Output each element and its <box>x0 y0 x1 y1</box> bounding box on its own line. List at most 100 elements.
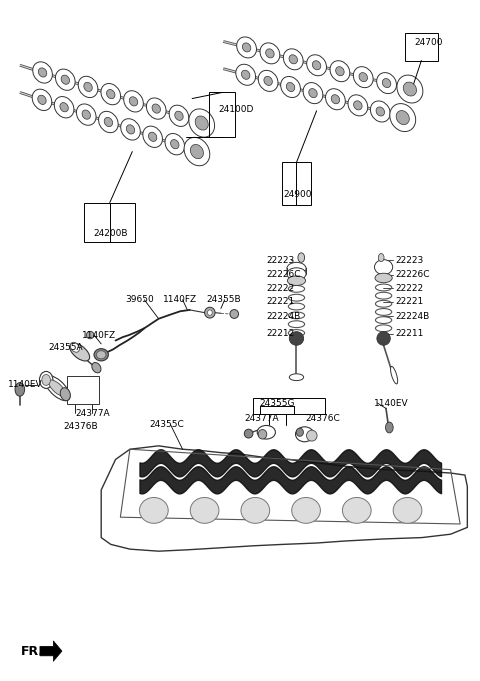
Ellipse shape <box>377 332 390 345</box>
Ellipse shape <box>54 97 74 118</box>
Text: 24355C: 24355C <box>149 420 184 429</box>
Text: 24200B: 24200B <box>94 229 128 238</box>
Ellipse shape <box>204 307 215 318</box>
Ellipse shape <box>307 430 317 441</box>
Ellipse shape <box>84 82 92 91</box>
Ellipse shape <box>331 95 340 104</box>
Ellipse shape <box>56 69 75 91</box>
Ellipse shape <box>143 126 162 148</box>
Ellipse shape <box>348 95 368 116</box>
Ellipse shape <box>32 89 52 110</box>
Ellipse shape <box>207 310 212 315</box>
Text: 22223: 22223 <box>396 256 424 265</box>
Text: 24355A: 24355A <box>48 343 83 352</box>
Circle shape <box>385 422 393 433</box>
Ellipse shape <box>44 375 70 400</box>
Circle shape <box>298 253 305 262</box>
Text: 22222: 22222 <box>396 284 424 293</box>
Ellipse shape <box>397 75 423 103</box>
Ellipse shape <box>296 428 303 437</box>
Bar <box>209 93 235 137</box>
Ellipse shape <box>140 498 168 523</box>
Text: 22221: 22221 <box>266 298 295 306</box>
Text: 24100D: 24100D <box>218 105 254 114</box>
Ellipse shape <box>286 82 295 91</box>
Ellipse shape <box>257 426 276 439</box>
Ellipse shape <box>38 68 47 77</box>
Ellipse shape <box>170 140 179 148</box>
Text: 24900: 24900 <box>283 190 312 199</box>
Circle shape <box>15 383 24 396</box>
Bar <box>84 202 135 242</box>
Ellipse shape <box>287 268 306 280</box>
Text: 1140EV: 1140EV <box>374 398 408 407</box>
Ellipse shape <box>195 116 208 130</box>
Text: 22211: 22211 <box>396 329 424 338</box>
Text: 1140EV: 1140EV <box>8 380 43 389</box>
Ellipse shape <box>104 117 113 127</box>
Ellipse shape <box>264 76 272 85</box>
Text: 24376C: 24376C <box>305 414 340 423</box>
Ellipse shape <box>184 138 210 165</box>
Text: 22226C: 22226C <box>266 270 301 279</box>
Text: 24376B: 24376B <box>63 422 97 430</box>
Ellipse shape <box>258 430 267 439</box>
Ellipse shape <box>258 70 278 91</box>
Ellipse shape <box>403 82 417 96</box>
Text: 22222: 22222 <box>266 284 294 293</box>
Ellipse shape <box>129 97 138 106</box>
Ellipse shape <box>71 343 79 352</box>
Text: 1140FZ: 1140FZ <box>163 296 198 304</box>
Ellipse shape <box>61 75 70 84</box>
Ellipse shape <box>354 101 362 110</box>
Ellipse shape <box>60 387 71 400</box>
Text: FR.: FR. <box>21 645 44 658</box>
Ellipse shape <box>287 262 306 274</box>
Ellipse shape <box>33 62 52 83</box>
Ellipse shape <box>265 49 274 58</box>
Ellipse shape <box>86 332 94 339</box>
Ellipse shape <box>101 84 120 105</box>
Ellipse shape <box>289 374 304 381</box>
Ellipse shape <box>289 332 304 345</box>
Ellipse shape <box>39 371 53 388</box>
Ellipse shape <box>359 73 368 82</box>
Text: 24377A: 24377A <box>75 409 109 417</box>
Ellipse shape <box>303 82 323 104</box>
Ellipse shape <box>375 273 392 283</box>
Text: 22212: 22212 <box>266 329 295 338</box>
Ellipse shape <box>78 76 98 97</box>
Ellipse shape <box>288 276 306 285</box>
Ellipse shape <box>120 118 140 140</box>
Text: 22224B: 22224B <box>396 311 430 321</box>
Ellipse shape <box>42 375 50 385</box>
Ellipse shape <box>82 110 90 119</box>
Polygon shape <box>40 641 62 661</box>
Ellipse shape <box>353 67 373 88</box>
Ellipse shape <box>98 111 118 133</box>
Bar <box>67 376 99 405</box>
Bar <box>253 398 324 414</box>
Ellipse shape <box>371 101 390 122</box>
Ellipse shape <box>342 498 371 523</box>
Ellipse shape <box>148 132 157 142</box>
Ellipse shape <box>70 343 90 361</box>
Text: 1140FZ: 1140FZ <box>82 330 116 340</box>
Ellipse shape <box>96 351 106 359</box>
Ellipse shape <box>190 498 219 523</box>
Ellipse shape <box>390 104 416 131</box>
Ellipse shape <box>241 498 270 523</box>
Ellipse shape <box>76 104 96 125</box>
Ellipse shape <box>242 43 251 52</box>
Text: 22221: 22221 <box>396 298 424 306</box>
Ellipse shape <box>296 427 314 442</box>
Circle shape <box>378 253 384 262</box>
Text: 24377A: 24377A <box>244 414 279 423</box>
Bar <box>282 163 311 204</box>
Ellipse shape <box>244 429 253 438</box>
Ellipse shape <box>48 380 66 396</box>
Ellipse shape <box>309 89 317 97</box>
Ellipse shape <box>336 67 344 76</box>
Text: 24355G: 24355G <box>259 398 295 407</box>
Ellipse shape <box>393 498 422 523</box>
